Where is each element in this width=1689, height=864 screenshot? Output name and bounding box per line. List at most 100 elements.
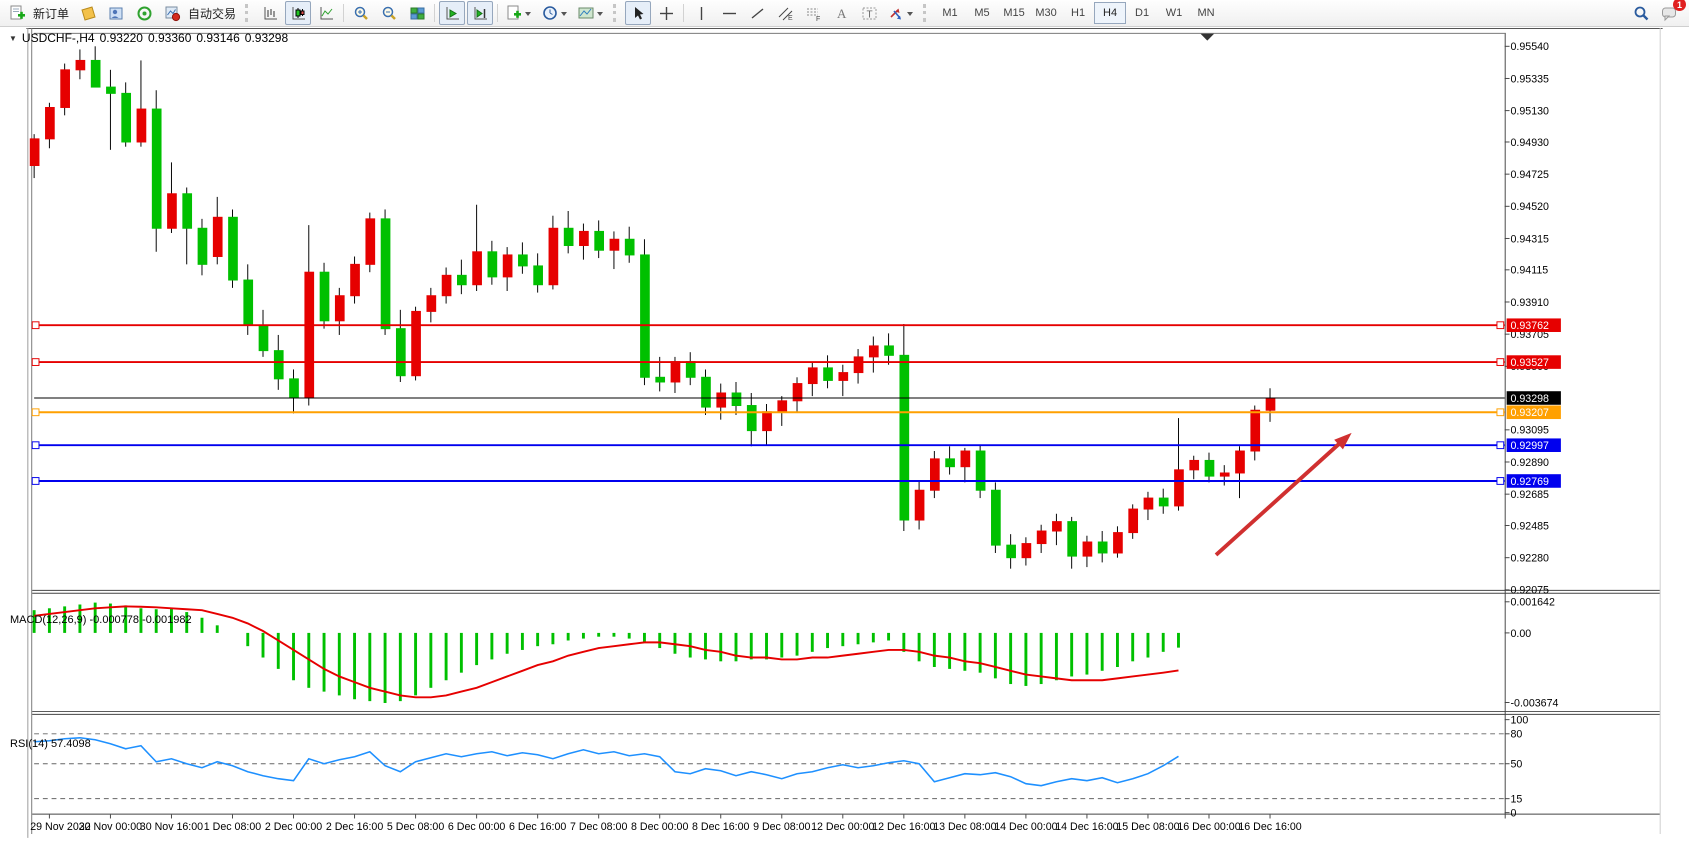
rsi-value: 57.4098 xyxy=(50,738,91,750)
new-order-label[interactable]: 新订单 xyxy=(33,6,70,21)
chart-shift-button[interactable] xyxy=(467,1,494,25)
price-badge-label: 0.93207 xyxy=(1511,407,1550,419)
line-anchor[interactable] xyxy=(1496,408,1505,417)
line-chart-icon xyxy=(320,6,333,19)
symbol-name: USDCHF-,H4 xyxy=(21,31,95,45)
trendline-button[interactable] xyxy=(744,1,770,25)
search-button[interactable] xyxy=(1628,1,1654,25)
auto-trading-button[interactable] xyxy=(159,1,185,25)
trend-arrow-head[interactable] xyxy=(1334,432,1352,450)
price-tick-label: 0.95540 xyxy=(1511,41,1550,53)
price-badge xyxy=(1506,474,1561,488)
line-anchor[interactable] xyxy=(31,321,40,330)
candle-body xyxy=(121,92,132,143)
line-anchor[interactable] xyxy=(1496,358,1505,366)
text-label-button[interactable]: T xyxy=(856,1,882,25)
candle-body xyxy=(334,295,345,322)
horizontal-line-button[interactable] xyxy=(716,1,742,25)
arrows-dropdown[interactable] xyxy=(884,1,918,25)
text-button[interactable]: A xyxy=(828,1,854,25)
price-badge xyxy=(1506,355,1561,369)
timeframe-m30[interactable]: M30 xyxy=(1035,7,1057,19)
candle-body xyxy=(258,325,269,352)
time-tick-label: 12 Dec 16:00 xyxy=(872,821,935,833)
one-click-trading-arrow[interactable]: ▼ xyxy=(9,33,17,43)
zoom-in-icon xyxy=(354,6,368,20)
line-anchor[interactable] xyxy=(31,441,40,450)
candle-body xyxy=(548,227,559,286)
toolbar: 新订单 自动交易 xyxy=(0,0,1689,27)
candle-body xyxy=(1097,541,1108,554)
candle-body xyxy=(1204,459,1215,477)
time-tick-label: 14 Dec 00:00 xyxy=(994,821,1057,833)
line-anchor[interactable] xyxy=(31,408,40,417)
ohlc-low: 0.93146 xyxy=(196,31,240,45)
line-anchor[interactable] xyxy=(1496,477,1505,485)
arrow-tools-icon xyxy=(890,8,914,19)
new-chart-dropdown[interactable] xyxy=(502,1,536,25)
new-chart-icon xyxy=(507,5,532,19)
timeframe-m5[interactable]: M5 xyxy=(974,7,990,19)
candle-body xyxy=(90,59,101,88)
profiles-dropdown[interactable] xyxy=(538,1,572,25)
line-anchor[interactable] xyxy=(31,358,40,366)
line-anchor[interactable] xyxy=(1496,321,1505,330)
timeframe-m15[interactable]: M15 xyxy=(1003,7,1025,19)
svg-text:T: T xyxy=(866,9,872,20)
candle-body xyxy=(502,254,513,278)
navigator-button[interactable] xyxy=(103,1,129,25)
candle-body xyxy=(319,271,330,322)
tile-windows-button[interactable] xyxy=(404,1,430,25)
bar-chart-button[interactable] xyxy=(257,1,283,25)
auto-scroll-button[interactable] xyxy=(439,1,466,25)
chart-canvas[interactable]: 0.95540 0.95335 0.95130 0.94930 0.94725 0.945… xyxy=(0,27,1689,864)
candle-body xyxy=(868,345,879,358)
line-anchor[interactable] xyxy=(31,477,40,485)
time-tick-label: 12 Dec 00:00 xyxy=(811,821,874,833)
templates-dropdown[interactable] xyxy=(574,1,608,25)
notifications-button[interactable]: 1 xyxy=(1656,0,1686,25)
timeframe-mn[interactable]: MN xyxy=(1197,7,1215,19)
svg-text:A: A xyxy=(837,6,847,21)
market-watch-button[interactable] xyxy=(75,1,101,25)
zoom-in-button[interactable] xyxy=(348,1,374,25)
candle-body xyxy=(838,372,849,381)
chart-window: 0.95540 0.95335 0.95130 0.94930 0.94725 0.945… xyxy=(0,27,1689,864)
vertical-line-button[interactable] xyxy=(688,1,714,25)
timeframe-d1[interactable]: D1 xyxy=(1135,7,1150,19)
cursor-button[interactable] xyxy=(625,1,652,25)
crosshair-button[interactable] xyxy=(653,1,679,25)
timeframe-h4[interactable]: H4 xyxy=(1094,2,1127,24)
candle-body xyxy=(1006,544,1016,559)
candle-body xyxy=(1113,532,1123,554)
candle-body xyxy=(823,367,833,381)
line-chart-button[interactable] xyxy=(313,1,339,25)
line-anchor[interactable] xyxy=(1496,441,1505,450)
toolbar-grip xyxy=(923,4,930,22)
candle-body xyxy=(731,392,742,407)
candle-body xyxy=(655,376,666,383)
candle-body xyxy=(182,193,193,229)
zoom-out-button[interactable] xyxy=(376,1,402,25)
timeframe-m1[interactable]: M1 xyxy=(942,7,958,19)
fibonacci-button[interactable]: F xyxy=(800,1,826,25)
new-order-button[interactable] xyxy=(4,1,30,25)
equidistant-channel-button[interactable]: E xyxy=(772,1,798,25)
timeframe-h1[interactable]: H1 xyxy=(1071,7,1086,19)
candle-body xyxy=(624,238,635,256)
timeframe-w1[interactable]: W1 xyxy=(1165,7,1183,19)
price-badge xyxy=(1506,405,1561,420)
template-icon xyxy=(578,7,604,18)
data-window-button[interactable] xyxy=(131,1,157,25)
time-tick-label: 14 Dec 16:00 xyxy=(1055,821,1118,833)
candle-body xyxy=(1021,543,1032,559)
trend-arrow-line[interactable] xyxy=(1214,436,1348,557)
macd-indicator-label: MACD(12,26,9) -0.000778 -0.001982 xyxy=(10,614,192,626)
candle-body xyxy=(1219,472,1230,477)
auto-trading-label[interactable]: 自动交易 xyxy=(188,6,237,21)
chart-shift-marker[interactable] xyxy=(1200,33,1215,41)
vertical-line-icon xyxy=(700,6,702,20)
candlestick-chart-button[interactable] xyxy=(285,1,312,25)
data-window-icon xyxy=(137,6,152,20)
